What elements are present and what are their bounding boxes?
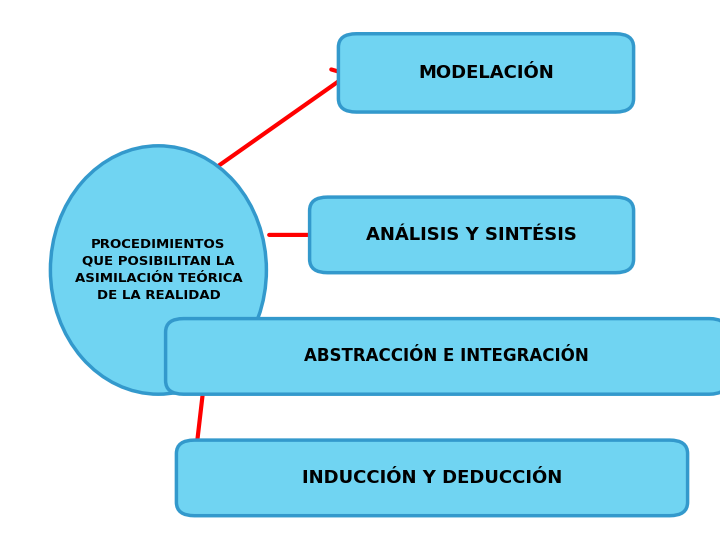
FancyBboxPatch shape [166, 319, 720, 394]
Text: INDUCCIÓN Y DEDUCCIÓN: INDUCCIÓN Y DEDUCCIÓN [302, 469, 562, 487]
Text: ABSTRACCIÓN E INTEGRACIÓN: ABSTRACCIÓN E INTEGRACIÓN [304, 347, 589, 366]
Text: MODELACIÓN: MODELACIÓN [418, 64, 554, 82]
Text: PROCEDIMIENTOS
QUE POSIBILITAN LA
ASIMILACIÓN TEÓRICA
DE LA REALIDAD: PROCEDIMIENTOS QUE POSIBILITAN LA ASIMIL… [75, 238, 242, 302]
Text: ANÁLISIS Y SINTÉSIS: ANÁLISIS Y SINTÉSIS [366, 226, 577, 244]
Ellipse shape [50, 146, 266, 394]
FancyBboxPatch shape [338, 33, 634, 112]
FancyBboxPatch shape [176, 440, 688, 516]
FancyBboxPatch shape [310, 197, 634, 273]
